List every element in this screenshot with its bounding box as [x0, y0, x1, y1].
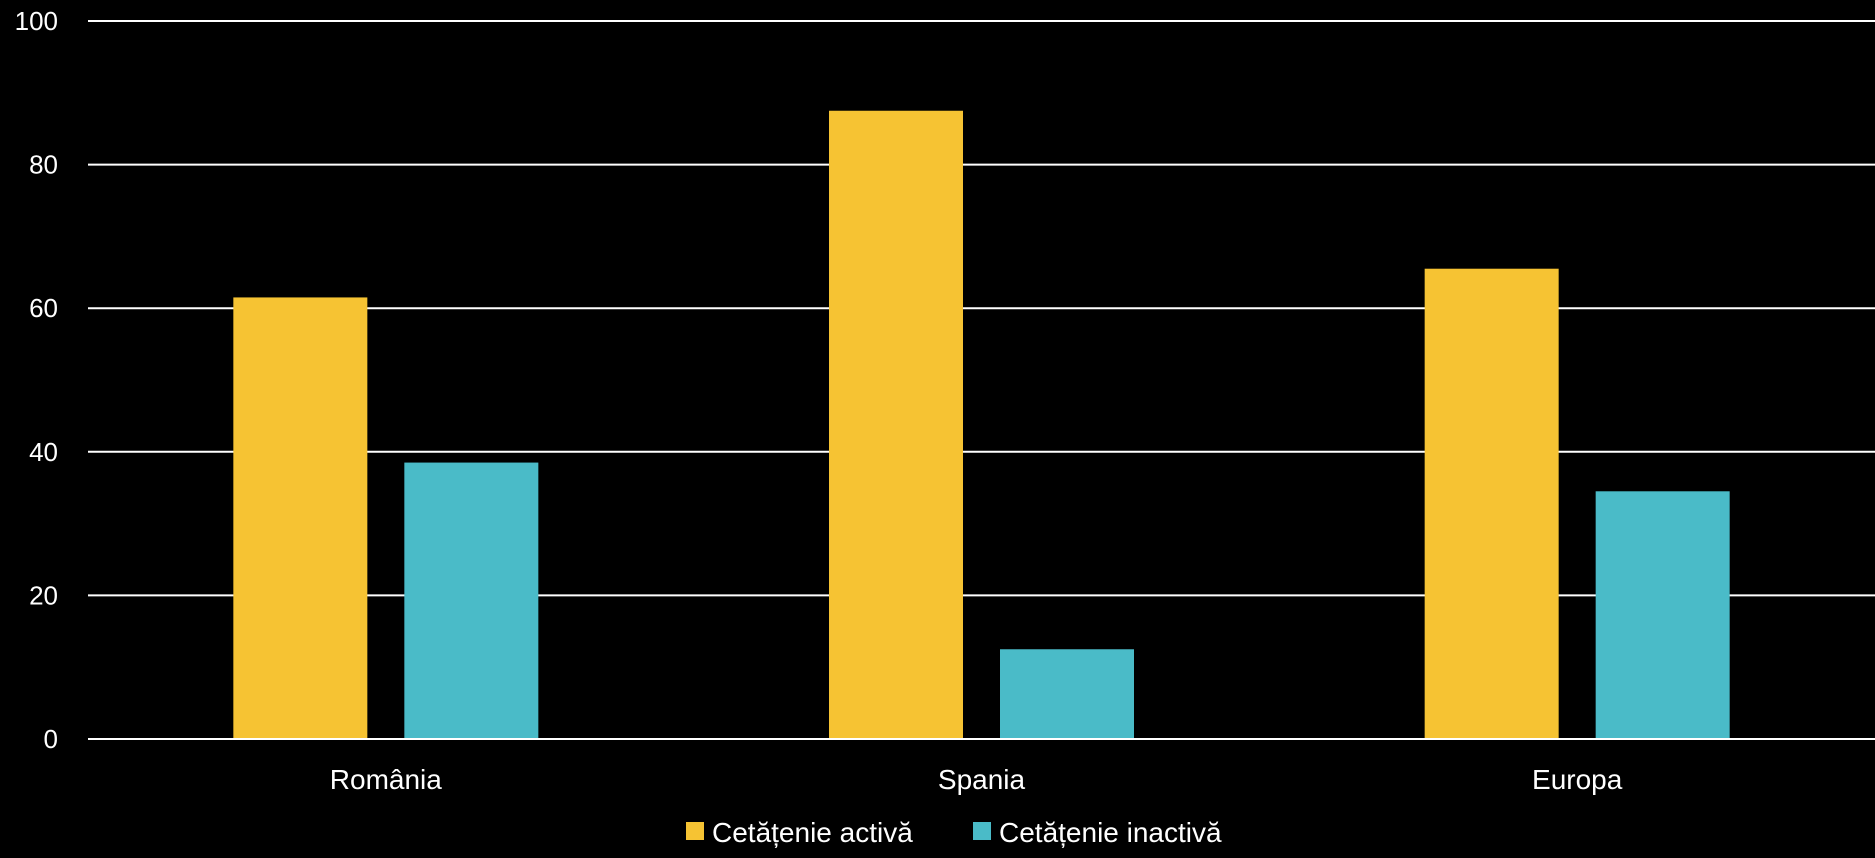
bar-active-0	[233, 297, 368, 739]
y-tick-label: 100	[15, 6, 58, 36]
bar-inactive-0	[404, 462, 539, 739]
bar-active-2	[1424, 268, 1559, 739]
y-tick-label: 40	[29, 437, 58, 467]
x-category-label: România	[330, 764, 442, 795]
y-tick-label: 80	[29, 150, 58, 180]
y-tick-label: 0	[44, 724, 58, 754]
bar-inactive-1	[1000, 649, 1134, 739]
y-tick-label: 60	[29, 293, 58, 323]
bar-inactive-2	[1595, 491, 1730, 739]
legend-label-active: Cetățenie activă	[712, 817, 913, 848]
x-category-label: Europa	[1532, 764, 1623, 795]
legend-label-inactive: Cetățenie inactivă	[999, 817, 1222, 848]
bar-active-1	[829, 110, 963, 739]
legend-swatch-inactive	[973, 822, 991, 840]
x-category-label: Spania	[938, 764, 1026, 795]
y-tick-label: 20	[29, 580, 58, 610]
legend-swatch-active	[686, 822, 704, 840]
